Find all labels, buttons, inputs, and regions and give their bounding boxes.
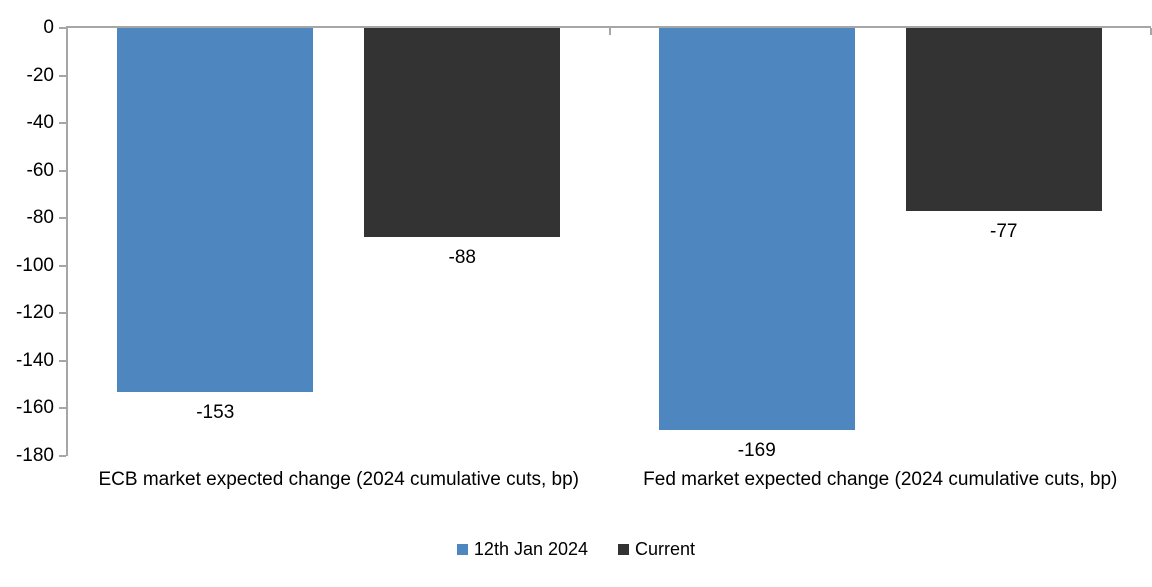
category-label: Fed market expected change (2024 cumulat… <box>643 469 1118 490</box>
category-label: ECB market expected change (2024 cumulat… <box>98 469 580 490</box>
bar-value-label: -88 <box>448 247 476 269</box>
legend-item-current: Current <box>618 538 695 560</box>
x-axis-line <box>68 26 1151 28</box>
legend-label: Current <box>635 539 696 559</box>
y-axis-tick <box>59 27 66 29</box>
y-axis-line <box>66 26 68 456</box>
category-separator-tick <box>608 28 611 35</box>
y-axis-tick-label: -20 <box>26 64 54 86</box>
y-axis-tick-label: -160 <box>15 397 54 419</box>
y-axis-tick <box>59 359 66 362</box>
legend-item-12th-jan-2024: 12th Jan 2024 <box>456 538 589 560</box>
bar-12th-jan-2024-fed <box>658 28 855 430</box>
y-axis-tick <box>59 217 66 220</box>
legend-label: 12th Jan 2024 <box>473 539 589 559</box>
bar-12th-jan-2024-ecb <box>117 28 314 392</box>
y-axis-tick <box>59 264 66 267</box>
y-axis-tick-label: -120 <box>15 302 54 324</box>
bar-value-label: -77 <box>990 221 1018 243</box>
y-axis-tick-label: -140 <box>15 349 54 371</box>
y-axis-tick-label: -60 <box>26 159 54 181</box>
bar-current-fed <box>905 28 1102 212</box>
bar-current-ecb <box>364 28 561 238</box>
y-axis-tick-label: -40 <box>26 112 54 134</box>
y-axis-tick-label: 0 <box>43 17 54 38</box>
y-axis-tick <box>59 169 66 172</box>
legend-marker-icon <box>456 543 468 555</box>
legend-marker-icon <box>618 543 630 555</box>
y-axis-tick-label: -80 <box>26 207 54 229</box>
y-axis-tick <box>59 74 66 77</box>
category-separator-tick <box>1150 28 1152 35</box>
y-axis-tick <box>59 455 66 457</box>
y-axis-tick-label: -100 <box>15 254 54 276</box>
bar-value-label: -153 <box>196 401 235 423</box>
y-axis-tick <box>59 407 66 410</box>
y-axis-tick <box>59 312 66 315</box>
legend: 12th Jan 2024 Current <box>0 538 1152 560</box>
y-axis-tick <box>59 122 66 125</box>
y-axis-tick-label: -180 <box>15 445 54 466</box>
bar-value-label: -169 <box>737 439 776 461</box>
